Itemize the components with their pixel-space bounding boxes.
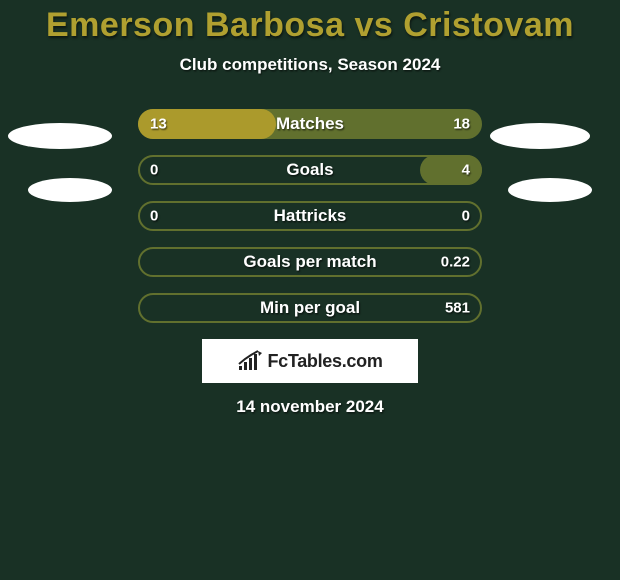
stat-value-left: 0: [150, 162, 158, 179]
bar-fill-right: [420, 155, 482, 185]
stat-value-right: 4: [462, 162, 470, 179]
stat-value-right: 0.22: [441, 254, 470, 271]
fctables-logo-icon: [237, 350, 263, 372]
stat-value-right: 581: [445, 300, 470, 317]
page-title: Emerson Barbosa vs Cristovam: [0, 6, 620, 45]
logo-text: FcTables.com: [267, 351, 382, 372]
bar-outline: [138, 293, 482, 323]
stat-row: Min per goal581: [138, 293, 482, 323]
page-root: Emerson Barbosa vs Cristovam Club compet…: [0, 0, 620, 580]
stat-rows: Matches1318Goals04Hattricks00Goals per m…: [0, 109, 620, 323]
stat-value-right: 18: [453, 116, 470, 133]
bar-outline: [138, 201, 482, 231]
logo-box: FcTables.com: [202, 339, 418, 383]
stat-row: Goals per match0.22: [138, 247, 482, 277]
stat-row: Hattricks00: [138, 201, 482, 231]
bar-outline: [138, 247, 482, 277]
stat-value-left: 0: [150, 208, 158, 225]
stat-row: Goals04: [138, 155, 482, 185]
stat-value-left: 13: [150, 116, 167, 133]
date-text: 14 november 2024: [0, 397, 620, 417]
stat-row: Matches1318: [138, 109, 482, 139]
stat-value-right: 0: [462, 208, 470, 225]
page-subtitle: Club competitions, Season 2024: [0, 55, 620, 75]
